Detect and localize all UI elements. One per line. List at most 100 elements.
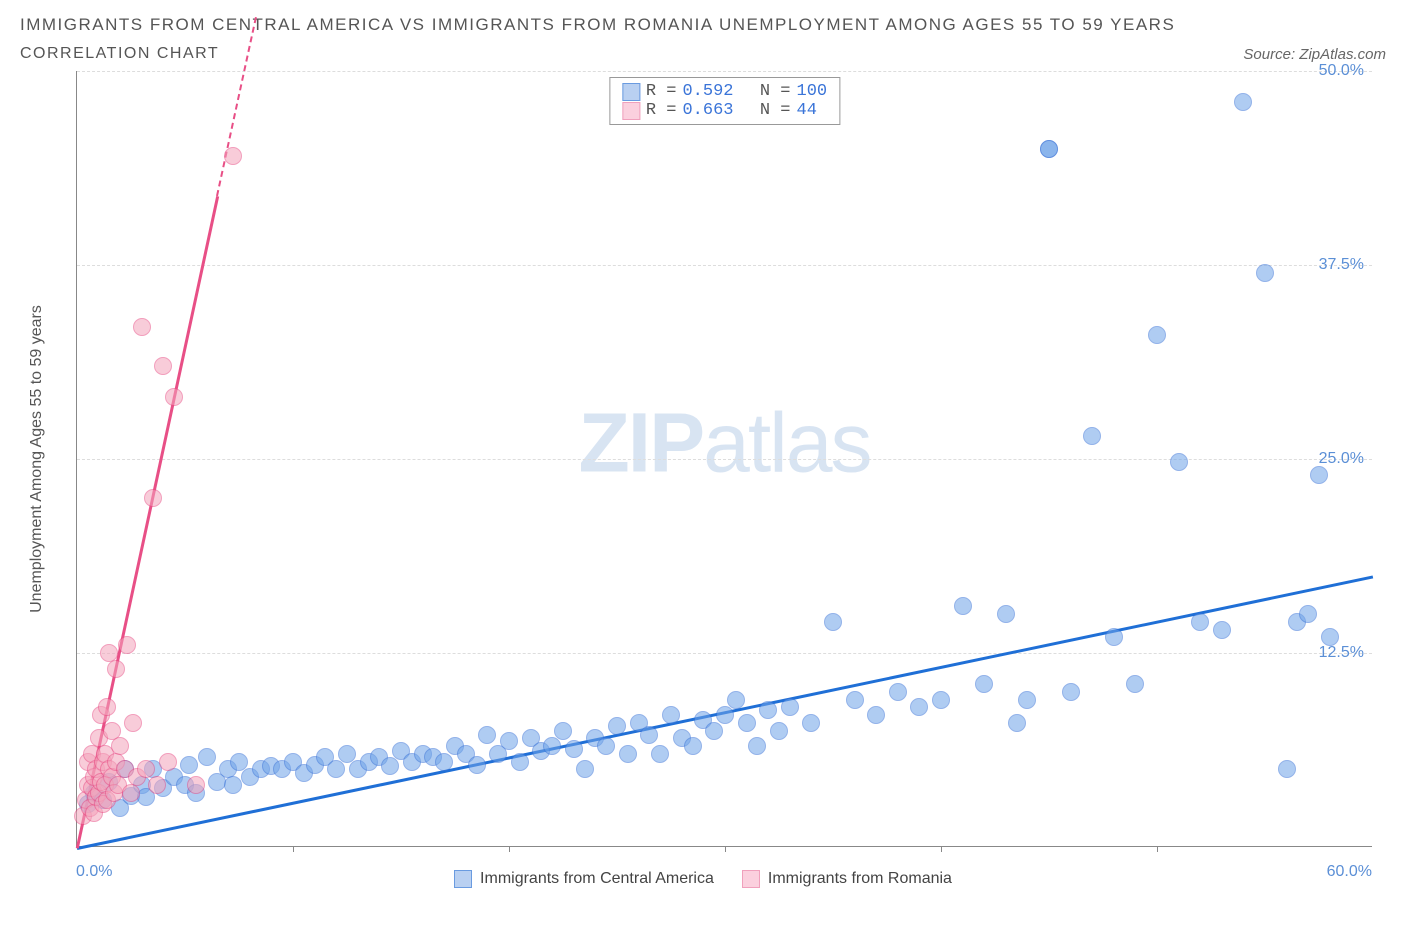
data-point bbox=[1170, 453, 1188, 471]
data-point bbox=[165, 388, 183, 406]
data-point bbox=[759, 701, 777, 719]
y-tick-label: 12.5% bbox=[1319, 644, 1364, 662]
data-point bbox=[98, 698, 116, 716]
data-point bbox=[118, 636, 136, 654]
data-point bbox=[1148, 326, 1166, 344]
data-point bbox=[619, 745, 637, 763]
data-point bbox=[802, 714, 820, 732]
data-point bbox=[1256, 264, 1274, 282]
data-point bbox=[1321, 628, 1339, 646]
gridline bbox=[77, 71, 1372, 72]
data-point bbox=[781, 698, 799, 716]
data-point bbox=[1018, 691, 1036, 709]
data-point bbox=[824, 613, 842, 631]
legend-series-label: Immigrants from Romania bbox=[768, 870, 952, 888]
data-point bbox=[133, 318, 151, 336]
data-point bbox=[381, 757, 399, 775]
legend-series-item: Immigrants from Central America bbox=[454, 870, 714, 888]
data-point bbox=[511, 753, 529, 771]
data-point bbox=[565, 740, 583, 758]
data-point bbox=[684, 737, 702, 755]
y-axis-label: Unemployment Among Ages 55 to 59 years bbox=[28, 305, 46, 613]
subtitle-row: CORRELATION CHART Source: ZipAtlas.com bbox=[20, 45, 1386, 63]
legend-swatch-icon bbox=[622, 102, 640, 120]
data-point bbox=[500, 732, 518, 750]
data-point bbox=[738, 714, 756, 732]
chart-subtitle: CORRELATION CHART bbox=[20, 45, 219, 63]
data-point bbox=[727, 691, 745, 709]
data-point bbox=[954, 597, 972, 615]
legend-stats: R = 0.592 N = 100R = 0.663 N = 44 bbox=[609, 77, 840, 125]
data-point bbox=[662, 706, 680, 724]
chart-container: Unemployment Among Ages 55 to 59 years Z… bbox=[20, 71, 1386, 891]
y-tick-label: 25.0% bbox=[1319, 450, 1364, 468]
data-point bbox=[1278, 760, 1296, 778]
data-point bbox=[576, 760, 594, 778]
data-point bbox=[975, 675, 993, 693]
data-point bbox=[198, 748, 216, 766]
data-point bbox=[1310, 466, 1328, 484]
data-point bbox=[180, 756, 198, 774]
legend-swatch-icon bbox=[742, 870, 760, 888]
data-point bbox=[543, 737, 561, 755]
data-point bbox=[148, 776, 166, 794]
chart-title: IMMIGRANTS FROM CENTRAL AMERICA VS IMMIG… bbox=[20, 15, 1386, 35]
data-point bbox=[889, 683, 907, 701]
data-point bbox=[224, 147, 242, 165]
data-point bbox=[159, 753, 177, 771]
data-point bbox=[867, 706, 885, 724]
data-point bbox=[187, 776, 205, 794]
source-label: Source: ZipAtlas.com bbox=[1243, 46, 1386, 63]
data-point bbox=[1008, 714, 1026, 732]
legend-series-label: Immigrants from Central America bbox=[480, 870, 714, 888]
y-tick-label: 37.5% bbox=[1319, 256, 1364, 274]
data-point bbox=[932, 691, 950, 709]
data-point bbox=[122, 784, 140, 802]
data-point bbox=[1083, 427, 1101, 445]
data-point bbox=[224, 776, 242, 794]
legend-series-item: Immigrants from Romania bbox=[742, 870, 952, 888]
data-point bbox=[997, 605, 1015, 623]
legend-stat-row: R = 0.592 N = 100 bbox=[622, 82, 827, 101]
data-point bbox=[1105, 628, 1123, 646]
legend-stat-row: R = 0.663 N = 44 bbox=[622, 101, 827, 120]
data-point bbox=[1191, 613, 1209, 631]
data-point bbox=[651, 745, 669, 763]
data-point bbox=[468, 756, 486, 774]
data-point bbox=[770, 722, 788, 740]
data-point bbox=[107, 660, 125, 678]
data-point bbox=[144, 489, 162, 507]
data-point bbox=[478, 726, 496, 744]
data-point bbox=[1299, 605, 1317, 623]
data-point bbox=[910, 698, 928, 716]
data-point bbox=[608, 717, 626, 735]
data-point bbox=[1062, 683, 1080, 701]
gridline bbox=[77, 265, 1372, 266]
x-tick bbox=[725, 846, 726, 852]
watermark: ZIPatlas bbox=[578, 395, 870, 492]
data-point bbox=[705, 722, 723, 740]
data-point bbox=[327, 760, 345, 778]
legend-swatch-icon bbox=[622, 83, 640, 101]
plot-area: ZIPatlas R = 0.592 N = 100R = 0.663 N = … bbox=[76, 71, 1372, 847]
legend-swatch-icon bbox=[454, 870, 472, 888]
data-point bbox=[1213, 621, 1231, 639]
data-point bbox=[1234, 93, 1252, 111]
x-tick bbox=[293, 846, 294, 852]
data-point bbox=[1126, 675, 1144, 693]
x-tick bbox=[1157, 846, 1158, 852]
data-point bbox=[640, 726, 658, 744]
data-point bbox=[124, 714, 142, 732]
data-point bbox=[435, 753, 453, 771]
gridline bbox=[77, 653, 1372, 654]
data-point bbox=[748, 737, 766, 755]
data-point bbox=[111, 737, 129, 755]
legend-series: Immigrants from Central America Immigrant… bbox=[20, 870, 1386, 893]
x-tick bbox=[509, 846, 510, 852]
data-point bbox=[1040, 140, 1058, 158]
y-tick-label: 50.0% bbox=[1319, 62, 1364, 80]
data-point bbox=[154, 357, 172, 375]
data-point bbox=[554, 722, 572, 740]
data-point bbox=[846, 691, 864, 709]
data-point bbox=[597, 737, 615, 755]
